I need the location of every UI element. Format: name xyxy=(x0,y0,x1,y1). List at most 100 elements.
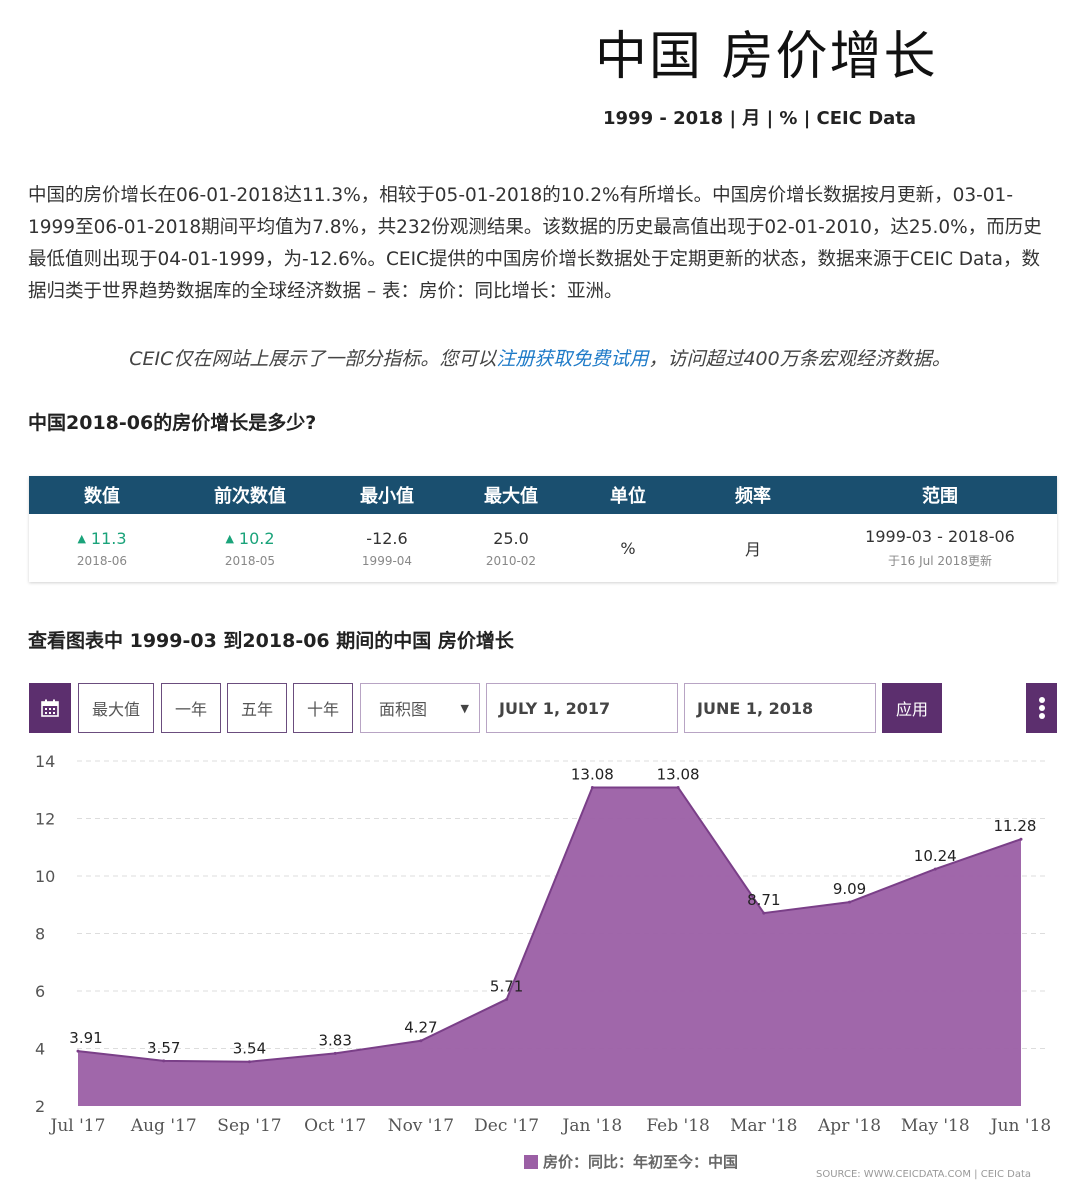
data-point xyxy=(1019,837,1023,841)
stats-header-value: 数值 xyxy=(84,486,120,507)
x-tick-label: Sep '17 xyxy=(217,1116,281,1136)
stats-updated: 于16 Jul 2018更新 xyxy=(888,554,992,568)
stats-prev-value: 10.2 xyxy=(225,529,275,548)
stats-max-cell: 25.0 2010-02 xyxy=(449,514,573,582)
legend-label: 房价：同比：年初至今：中国 xyxy=(543,1153,738,1171)
stats-table: 数值 前次数值 最小值 最大值 单位 频率 范围 11.3 2018-06 10… xyxy=(29,476,1057,582)
kebab-menu-icon xyxy=(1038,697,1045,719)
data-point xyxy=(848,900,852,904)
x-tick-label: Apr '18 xyxy=(817,1116,881,1136)
data-label: 13.08 xyxy=(571,765,614,783)
stats-min-cell: -12.6 1999-04 xyxy=(325,514,449,582)
area-chart: 2 4 6 8 10 12 14 3.91 3.57 3.54 3.83 4.27 5.71 13.08 1… xyxy=(35,752,1051,1180)
y-tick-label: 6 xyxy=(35,982,45,1001)
data-point xyxy=(676,785,680,789)
data-label: 13.08 xyxy=(657,765,700,783)
stats-min-date: 1999-04 xyxy=(361,553,413,568)
y-tick-label: 12 xyxy=(35,810,55,829)
data-point xyxy=(505,997,509,1001)
question-heading: 中国2018-06的房价增长是多少? xyxy=(28,412,317,434)
data-label: 8.71 xyxy=(747,891,780,909)
data-label: 5.71 xyxy=(490,977,523,995)
y-tick-label: 4 xyxy=(35,1040,45,1059)
data-label: 9.09 xyxy=(833,880,866,898)
y-tick-label: 14 xyxy=(35,752,55,771)
range-max-button[interactable]: 最大值 xyxy=(78,683,154,733)
x-tick-label: Jan '18 xyxy=(561,1116,623,1136)
stats-max-date: 2010-02 xyxy=(485,553,537,568)
data-point xyxy=(419,1039,423,1043)
data-point xyxy=(933,867,937,871)
x-tick-label: Jul '17 xyxy=(49,1116,106,1136)
stats-unit: % xyxy=(620,538,636,558)
y-tick-label: 2 xyxy=(35,1097,45,1116)
stats-header-max: 最大值 xyxy=(484,486,538,507)
stats-value-date: 2018-06 xyxy=(76,553,128,568)
data-point xyxy=(333,1051,337,1055)
free-trial-link[interactable]: 注册获取免费试用 xyxy=(496,348,649,370)
data-point xyxy=(590,785,594,789)
data-label: 3.91 xyxy=(69,1029,102,1047)
calendar-button[interactable] xyxy=(29,683,71,733)
description-paragraph: 中国的房价增长在06-01-2018达11.3%，相较于05-01-2018的1… xyxy=(28,185,1042,302)
stats-value: 11.3 xyxy=(77,529,127,548)
stats-header-range: 范围 xyxy=(922,486,958,507)
x-tick-label: Aug '17 xyxy=(130,1116,197,1136)
x-tick-label: Dec '17 xyxy=(474,1116,539,1136)
stats-freq-cell: 月 xyxy=(683,514,823,582)
x-tick-label: Feb '18 xyxy=(646,1116,710,1136)
more-menu-button[interactable] xyxy=(1026,683,1057,733)
x-tick-label: May '18 xyxy=(901,1116,970,1136)
y-tick-label: 10 xyxy=(35,867,55,886)
stats-min-value: -12.6 xyxy=(366,528,408,548)
promo-text: CEIC仅在网站上展示了一部分指标。您可以注册获取免费试用，访问超过400万条宏… xyxy=(0,344,1080,371)
start-date-input[interactable]: JULY 1, 2017 xyxy=(486,683,678,733)
chart-toolbar: 最大值 一年 五年 十年 面积图 ▼ JULY 1, 2017 JUNE 1, … xyxy=(29,683,1059,733)
promo-text-before: CEIC仅在网站上展示了一部分指标。您可以 xyxy=(129,348,497,370)
chart-area: 2 4 6 8 10 12 14 3.91 3.57 3.54 3.83 4.27 5.71 13.08 1… xyxy=(29,745,1059,1185)
data-label: 10.24 xyxy=(914,847,957,865)
y-tick-label: 8 xyxy=(35,925,45,944)
data-label: 4.27 xyxy=(404,1019,437,1037)
stats-range-cell: 1999-03 - 2018-06 于16 Jul 2018更新 xyxy=(823,514,1057,582)
stats-prev-date: 2018-05 xyxy=(224,553,276,568)
data-label: 11.28 xyxy=(994,817,1037,835)
legend-swatch xyxy=(524,1155,538,1169)
stats-header-prev: 前次数值 xyxy=(214,486,286,507)
end-date-input[interactable]: JUNE 1, 2018 xyxy=(684,683,876,733)
chevron-down-icon: ▼ xyxy=(460,701,469,715)
stats-header-min: 最小值 xyxy=(360,486,414,507)
data-label: 3.57 xyxy=(147,1039,180,1057)
series-area xyxy=(78,787,1021,1106)
range-one-year-button[interactable]: 一年 xyxy=(161,683,221,733)
series-line xyxy=(77,786,1022,1063)
x-tick-label: Jun '18 xyxy=(989,1116,1051,1136)
x-tick-label: Nov '17 xyxy=(388,1116,454,1136)
calendar-icon xyxy=(41,699,59,717)
stats-max-value: 25.0 xyxy=(493,528,529,548)
data-point xyxy=(76,1049,80,1053)
stats-value-cell: 11.3 2018-06 xyxy=(29,514,175,582)
stats-data-row: 11.3 2018-06 10.2 2018-05 -12.6 1999-04 … xyxy=(29,514,1057,582)
stats-header-freq: 频率 xyxy=(735,486,771,507)
data-point xyxy=(162,1059,166,1063)
chart-type-value: 面积图 xyxy=(379,700,428,719)
page-subtitle: 1999 - 2018 | 月 | % | CEIC Data xyxy=(603,108,917,129)
chart-type-select[interactable]: 面积图 ▼ xyxy=(360,683,480,733)
range-ten-year-button[interactable]: 十年 xyxy=(293,683,353,733)
stats-header-row: 数值 前次数值 最小值 最大值 单位 频率 范围 xyxy=(29,476,1057,514)
x-tick-label: Mar '18 xyxy=(730,1116,797,1136)
x-tick-label: Oct '17 xyxy=(304,1116,366,1136)
stats-freq: 月 xyxy=(744,540,761,559)
apply-button[interactable]: 应用 xyxy=(882,683,942,733)
range-five-year-button[interactable]: 五年 xyxy=(227,683,287,733)
data-point xyxy=(247,1060,251,1064)
data-point xyxy=(762,911,766,915)
chart-title: 查看图表中 1999-03 到2018-06 期间的中国 房价增长 xyxy=(28,630,514,652)
stats-range: 1999-03 - 2018-06 xyxy=(865,527,1015,546)
data-label: 3.54 xyxy=(233,1040,266,1058)
stats-unit-cell: % xyxy=(573,514,683,582)
source-note: SOURCE: WWW.CEICDATA.COM | CEIC Data xyxy=(816,1169,1031,1180)
promo-text-after: ，访问超过400万条宏观经济数据。 xyxy=(648,348,951,370)
stats-prev-cell: 10.2 2018-05 xyxy=(175,514,325,582)
